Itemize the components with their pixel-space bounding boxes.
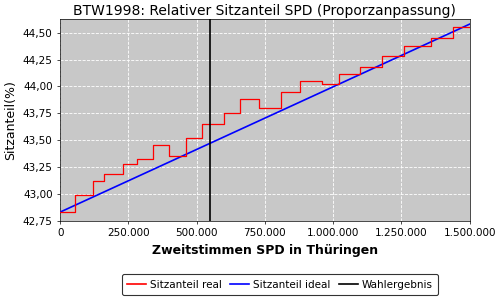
Legend: Sitzanteil real, Sitzanteil ideal, Wahlergebnis: Sitzanteil real, Sitzanteil ideal, Wahle… [122,274,438,295]
X-axis label: Zweitstimmen SPD in Thüringen: Zweitstimmen SPD in Thüringen [152,244,378,257]
Y-axis label: Sitzanteil(%): Sitzanteil(%) [4,80,17,160]
Title: BTW1998: Relativer Sitzanteil SPD (Proporzanpassung): BTW1998: Relativer Sitzanteil SPD (Propo… [74,4,456,18]
